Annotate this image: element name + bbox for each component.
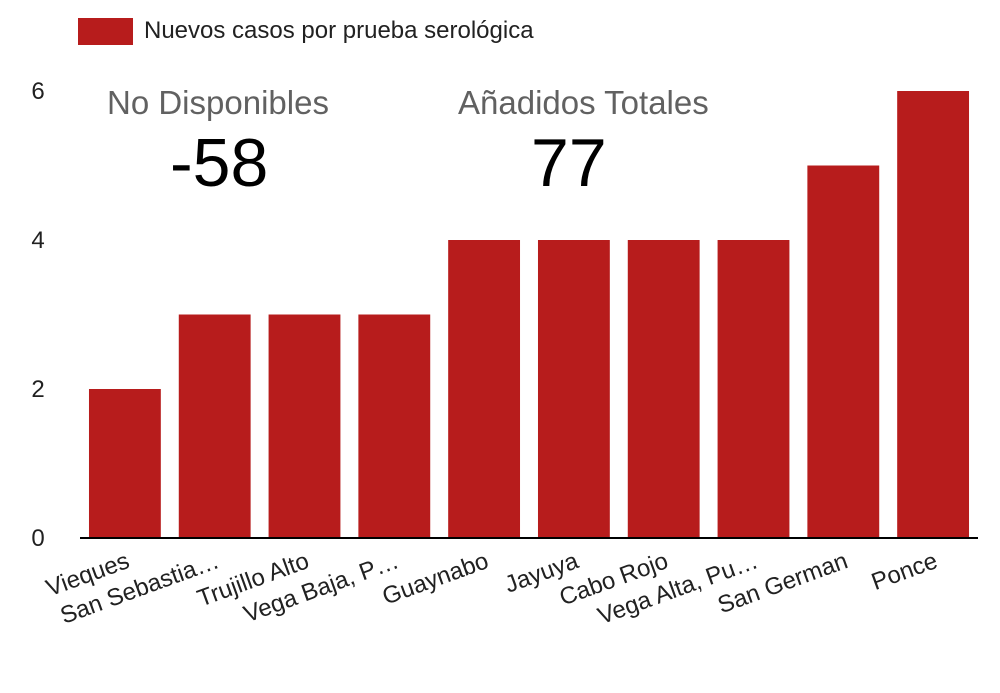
bar xyxy=(537,240,610,538)
legend-label: Nuevos casos por prueba serológica xyxy=(144,17,534,44)
legend: Nuevos casos por prueba serológica xyxy=(78,17,534,45)
bar xyxy=(627,240,700,538)
x-tick-label: Ponce xyxy=(868,547,941,596)
bar xyxy=(717,240,790,538)
anadidos-totales-value: 77 xyxy=(531,125,607,201)
y-tick-label: 2 xyxy=(31,376,44,403)
no-disponibles-label: No Disponibles xyxy=(107,84,329,121)
bar xyxy=(448,240,521,538)
anadidos-totales-label: Añadidos Totales xyxy=(458,84,709,121)
legend-swatch xyxy=(78,17,133,45)
y-tick-label: 4 xyxy=(31,227,44,254)
bar xyxy=(807,165,880,538)
y-tick-label: 0 xyxy=(31,525,44,552)
bar xyxy=(88,389,161,538)
bar xyxy=(178,314,251,538)
bar xyxy=(358,314,431,538)
bar xyxy=(268,314,341,538)
bar xyxy=(897,91,970,538)
y-tick-label: 6 xyxy=(31,78,44,105)
no-disponibles-value: -58 xyxy=(170,125,269,201)
